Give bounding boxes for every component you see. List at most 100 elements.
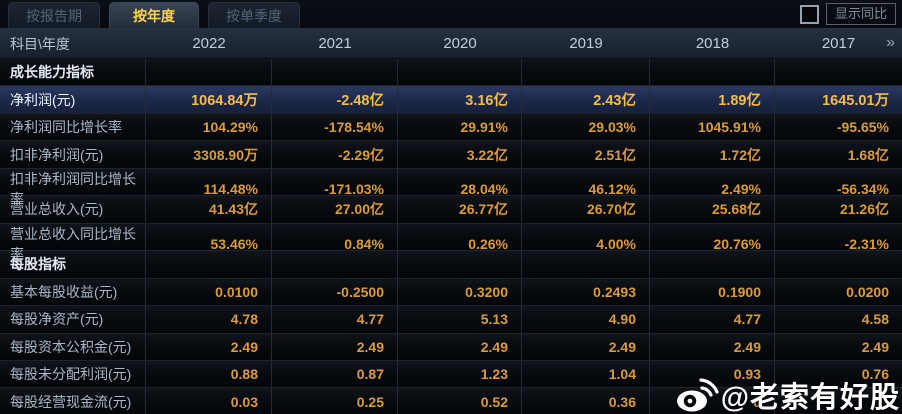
- row-value: [272, 59, 398, 86]
- table-header: 科目\年度 2022 2021 2020 2019 2018 2017 »: [0, 28, 902, 59]
- row-value: -2.48亿: [272, 86, 398, 113]
- row-value: 0.36: [522, 388, 650, 414]
- row-label: 净利润(元): [0, 86, 146, 113]
- row-value: -171.03%: [272, 168, 398, 209]
- row-value: [775, 59, 902, 85]
- tab-bar: 按报告期 按年度 按单季度 显示同比: [0, 0, 902, 28]
- table-row[interactable]: 每股指标: [0, 251, 902, 279]
- row-value: 4.58: [861, 311, 889, 328]
- year-header-2022: 2022: [192, 35, 226, 52]
- row-value: 114.48%: [146, 168, 272, 209]
- row-value: [398, 251, 522, 278]
- row-label: 净利润同比增长率: [0, 113, 146, 141]
- row-value: 2.43亿: [522, 86, 650, 113]
- row-value: 0.0200: [846, 283, 889, 300]
- table-row[interactable]: 每股经营现金流(元) 0.03 0.25 0.52 0.36 0: [0, 388, 902, 414]
- row-value: 0.84%: [272, 223, 398, 264]
- table-row[interactable]: 净利润同比增长率 104.29% -178.54% 29.91% 29.03% 1045.…: [0, 113, 902, 142]
- row-value: 2.49%: [650, 168, 775, 209]
- row-value: [272, 251, 398, 278]
- row-value: 2.51亿: [522, 141, 650, 168]
- row-value: 4.00%: [522, 223, 650, 264]
- corner-label: 科目\年度: [10, 35, 70, 52]
- row-value: 0: [650, 388, 775, 414]
- row-value: 5.13: [398, 306, 522, 333]
- tab-by-report-period[interactable]: 按报告期: [8, 2, 100, 28]
- row-label: 扣非净利润(元): [0, 141, 146, 168]
- row-value: 0.1900: [650, 278, 775, 306]
- row-value: 46.12%: [522, 168, 650, 209]
- row-value: [522, 251, 650, 278]
- row-value: 0.93: [650, 360, 775, 388]
- row-value: [522, 59, 650, 86]
- tab-by-quarter[interactable]: 按单季度: [208, 2, 300, 28]
- row-value: 2.49: [146, 333, 272, 360]
- row-value: -56.34%: [836, 180, 889, 197]
- row-value: 27.00亿: [272, 196, 398, 223]
- row-value: 0.25: [272, 388, 398, 414]
- table-row[interactable]: 基本每股收益(元) 0.0100 -0.2500 0.3200 0.2493 0.1900…: [0, 278, 902, 307]
- row-value: 0.0100: [146, 278, 272, 306]
- row-value: -95.65%: [836, 119, 889, 136]
- row-value: 0.52: [398, 388, 522, 414]
- year-header-2018: 2018: [695, 35, 730, 52]
- row-label: 每股未分配利润(元): [0, 360, 146, 388]
- table-row[interactable]: 每股净资产(元) 4.78 4.77 5.13 4.90 4.77 4.58: [0, 306, 902, 334]
- row-value: [775, 388, 902, 414]
- row-value: 4.78: [146, 306, 272, 333]
- row-value: 26.70亿: [522, 196, 650, 223]
- row-value: 28.04%: [398, 168, 522, 209]
- show-yoy-control: 显示同比: [799, 3, 896, 25]
- row-value: 1.72亿: [650, 141, 775, 168]
- table-row[interactable]: 每股资本公积金(元) 2.49 2.49 2.49 2.49 2.49 2.49: [0, 333, 902, 361]
- row-label: 营业总收入同比增长率: [0, 223, 146, 264]
- row-value: 4.90: [522, 306, 650, 333]
- row-label: 每股净资产(元): [0, 306, 146, 333]
- row-value: [146, 59, 272, 86]
- row-label: 每股经营现金流(元): [0, 388, 146, 414]
- row-value: 0.3200: [398, 278, 522, 306]
- show-yoy-checkbox[interactable]: [799, 4, 819, 24]
- row-value: 3308.90万: [146, 141, 272, 168]
- row-value: [775, 251, 902, 277]
- row-value: 1.89亿: [650, 86, 775, 113]
- table-row[interactable]: 营业总收入(元) 41.43亿 27.00亿 26.77亿 26.70亿 25.68亿 21…: [0, 196, 902, 224]
- row-value: 3.22亿: [398, 141, 522, 168]
- row-value: 21.26亿: [839, 201, 889, 218]
- table-row[interactable]: 净利润(元) 1064.84万 -2.48亿 3.16亿 2.43亿 1.89亿 1645.…: [0, 86, 902, 114]
- row-value: 1045.91%: [650, 113, 775, 141]
- more-years-chevron-icon[interactable]: »: [886, 34, 895, 51]
- row-value: 4.77: [272, 306, 398, 333]
- row-value: [146, 251, 272, 278]
- row-label: 营业总收入(元): [0, 196, 146, 223]
- row-value: -178.54%: [272, 113, 398, 141]
- table-row[interactable]: 营业总收入同比增长率 53.46% 0.84% 0.26% 4.00% 20.76% -2.…: [0, 223, 902, 264]
- row-value: 1.23: [398, 360, 522, 388]
- row-value: [650, 59, 775, 86]
- row-value: 53.46%: [146, 223, 272, 264]
- table-body: 成长能力指标 净利润(元) 1064.84万 -2.48亿 3.16亿 2.43亿 1.89…: [0, 59, 902, 414]
- tab-by-year[interactable]: 按年度: [109, 2, 199, 28]
- row-value: 29.03%: [522, 113, 650, 141]
- table-row[interactable]: 扣非净利润(元) 3308.90万 -2.29亿 3.22亿 2.51亿 1.72亿 1.6…: [0, 141, 902, 169]
- row-value: 0.88: [146, 360, 272, 388]
- row-value: [650, 251, 775, 278]
- year-header-2017: 2017: [821, 35, 856, 52]
- row-value: 1.68亿: [847, 146, 889, 163]
- row-value: 25.68亿: [650, 196, 775, 223]
- table-row[interactable]: 每股未分配利润(元) 0.88 0.87 1.23 1.04 0.93 0.76: [0, 360, 902, 389]
- row-label: 成长能力指标: [0, 59, 146, 86]
- row-value: 4.77: [650, 306, 775, 333]
- table-row[interactable]: 扣非净利润同比增长率 114.48% -171.03% 28.04% 46.12% 2.4…: [0, 168, 902, 209]
- row-value: [398, 59, 522, 86]
- row-label: 扣非净利润同比增长率: [0, 168, 146, 209]
- table-row[interactable]: 成长能力指标: [0, 59, 902, 87]
- row-value: 0.76: [861, 366, 889, 383]
- show-yoy-label[interactable]: 显示同比: [825, 3, 896, 25]
- row-value: 1645.01万: [822, 93, 889, 110]
- row-label: 每股资本公积金(元): [0, 333, 146, 360]
- row-value: 1064.84万: [146, 86, 272, 113]
- row-value: -2.31%: [844, 235, 889, 252]
- row-value: 41.43亿: [146, 196, 272, 223]
